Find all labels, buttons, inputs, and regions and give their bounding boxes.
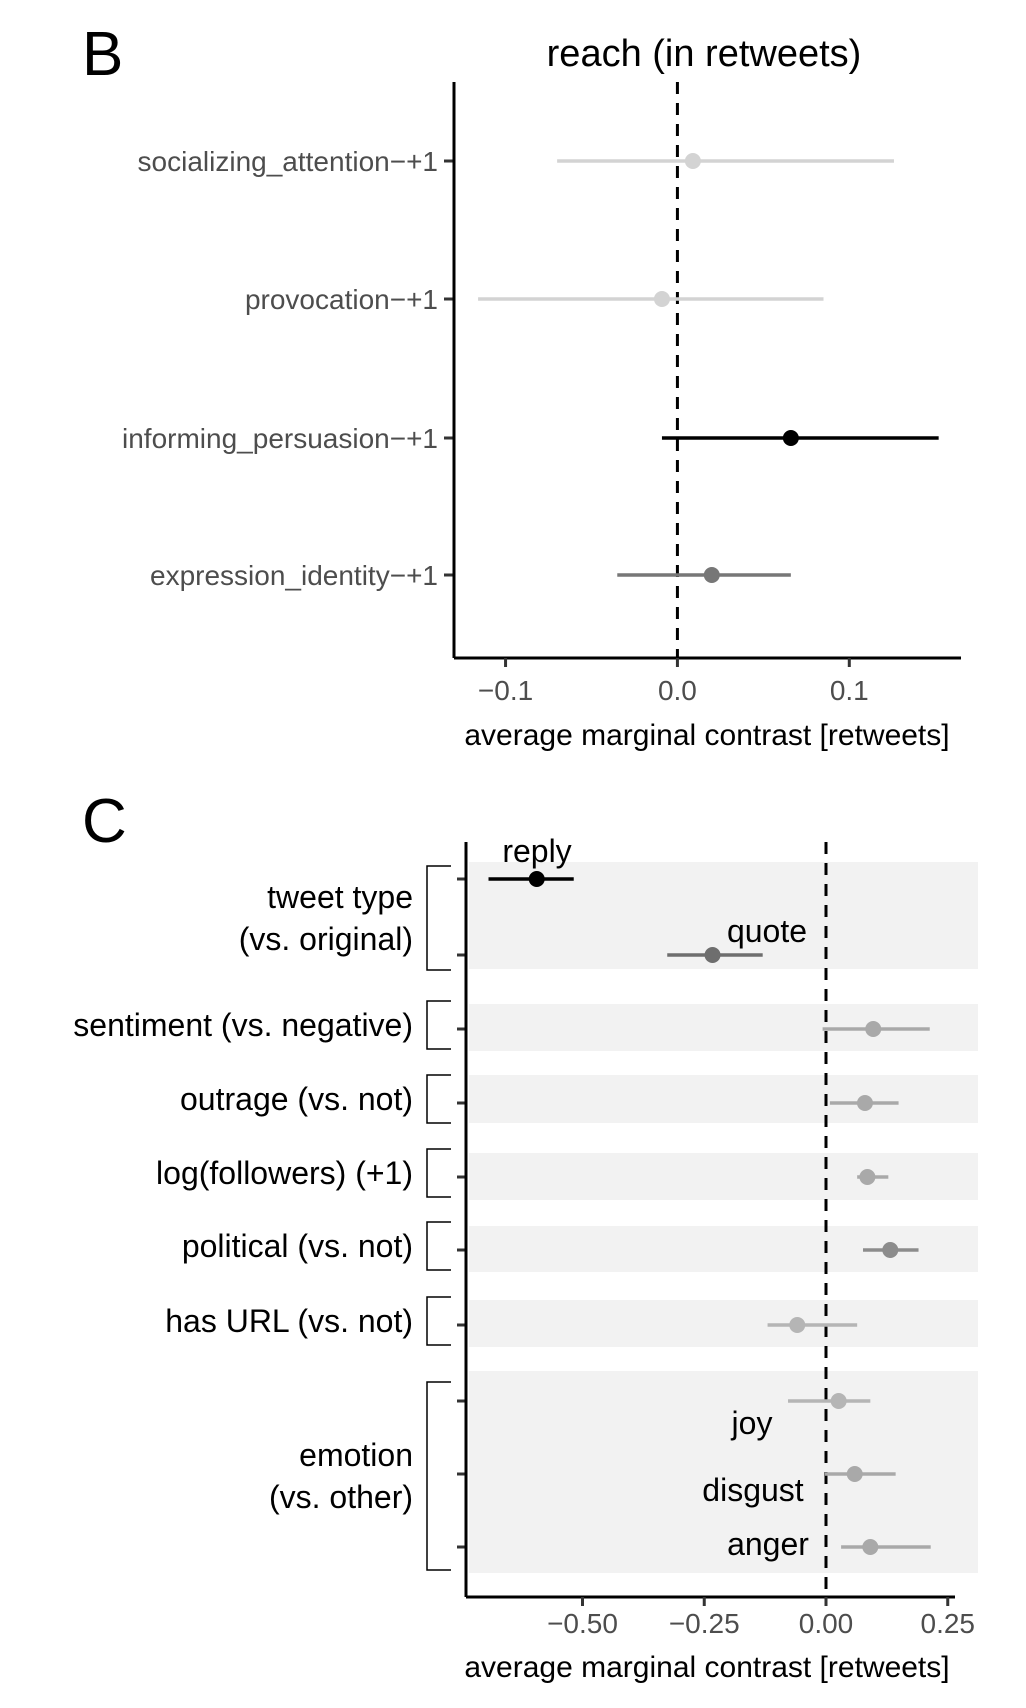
group-bracket [426, 1074, 451, 1124]
group-bracket [426, 1296, 451, 1346]
y-tick-label: socializing_attention−+1 [138, 146, 438, 177]
row-annotation: quote [727, 913, 807, 949]
group-band [469, 1371, 978, 1573]
x-tick-label: 0.1 [830, 675, 869, 706]
group-label: (vs. original) [239, 921, 413, 957]
group-label: (vs. other) [269, 1479, 413, 1515]
group-bracket [426, 1148, 451, 1198]
y-tick-label: provocation−+1 [245, 284, 438, 315]
row-annotation: reply [502, 833, 571, 869]
estimate-point [859, 1169, 876, 1185]
panel-letter: C [82, 787, 127, 856]
estimate-point [882, 1242, 899, 1258]
row-annotation: joy [731, 1405, 773, 1441]
group-bracket [426, 1221, 451, 1271]
group-bracket [426, 1000, 451, 1050]
group-bracket [426, 865, 451, 971]
estimate-point [830, 1393, 847, 1409]
group-label: sentiment (vs. negative) [73, 1007, 413, 1043]
estimate-point [846, 1466, 863, 1482]
x-tick-label: −0.1 [478, 675, 533, 706]
x-tick-label: 0.00 [799, 1608, 854, 1639]
estimate-point [703, 567, 720, 583]
group-label: log(followers) (+1) [156, 1155, 413, 1191]
estimate-point [782, 430, 799, 446]
group-band [469, 1300, 978, 1347]
estimate-point [704, 947, 721, 963]
panel-letter: B [82, 20, 123, 89]
estimate-point [528, 871, 545, 887]
group-band [469, 1075, 978, 1123]
y-tick-label: expression_identity−+1 [150, 560, 438, 591]
group-bracket [426, 1381, 451, 1571]
row-annotation: disgust [702, 1472, 804, 1508]
estimate-point [856, 1095, 873, 1111]
x-axis-label: average marginal contrast [retweets] [464, 719, 949, 752]
x-tick-label: −0.25 [669, 1608, 740, 1639]
chart-title: reach (in retweets) [547, 33, 862, 75]
estimate-point [865, 1021, 882, 1037]
estimate-point [789, 1317, 806, 1333]
x-tick-label: −0.50 [547, 1608, 618, 1639]
estimate-point [862, 1539, 879, 1555]
group-label: emotion [299, 1437, 413, 1473]
y-tick-label: informing_persuasion−+1 [122, 423, 438, 454]
group-label: has URL (vs. not) [165, 1303, 413, 1339]
estimate-point [684, 153, 701, 169]
group-label: outrage (vs. not) [180, 1081, 413, 1117]
group-label: tweet type [267, 879, 413, 915]
group-band [469, 1153, 978, 1200]
x-tick-label: 0.25 [921, 1608, 976, 1639]
group-label: political (vs. not) [182, 1228, 413, 1264]
x-tick-label: 0.0 [658, 675, 697, 706]
row-annotation: anger [727, 1526, 809, 1562]
estimate-point [653, 291, 670, 307]
x-axis-label: average marginal contrast [retweets] [464, 1651, 949, 1684]
